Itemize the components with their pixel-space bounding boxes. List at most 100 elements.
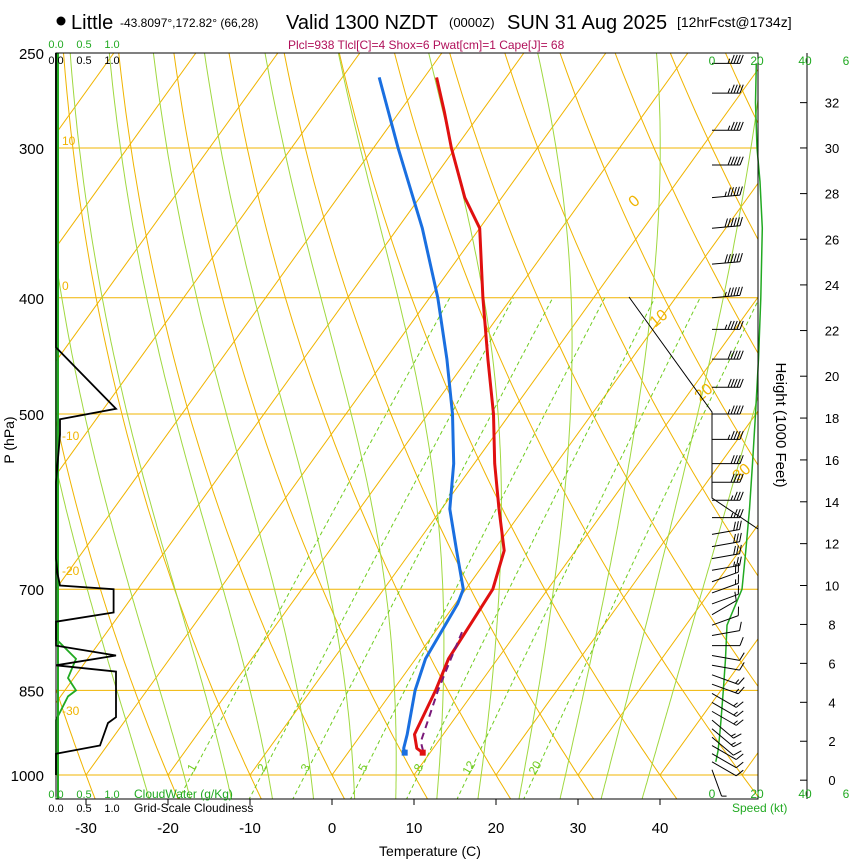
cloudiness-bottom-tick: 1.0 <box>104 803 119 815</box>
cloudiness-top-tick: 1.0 <box>104 55 119 67</box>
wind-barb <box>712 350 744 360</box>
wind-barb-half <box>727 409 731 415</box>
wind-barb <box>712 156 744 166</box>
x-axis-title: Temperature (C) <box>379 843 481 859</box>
wind-barb-flag <box>736 473 741 483</box>
wind-barb <box>711 606 740 626</box>
wind-barb-flag <box>730 455 735 464</box>
wind-barb-flag <box>724 254 728 264</box>
wind-barb-flag <box>739 652 745 661</box>
isotherm-line <box>167 53 689 776</box>
wind-barb <box>711 556 742 571</box>
wind-barb <box>712 430 744 440</box>
wind-barb-staff <box>711 655 740 661</box>
wind-barb-flag <box>733 545 736 555</box>
wind-barb-flag <box>727 218 731 227</box>
temperature-tick-label: -10 <box>239 820 261 837</box>
wind-barb-staff <box>711 736 734 756</box>
cloudiness-top-tick: 0.0 <box>48 55 63 67</box>
wind-barb-half <box>730 741 736 746</box>
parcel-line <box>419 631 463 752</box>
wind-barb-flag <box>739 473 744 483</box>
mixing-ratio-label: 20 <box>526 758 545 777</box>
wind-barb-flag <box>736 253 740 263</box>
wind-barb-flag <box>734 591 737 601</box>
wind-barb-flag <box>736 557 739 567</box>
height-tick-label: 10 <box>825 579 839 594</box>
station-dot-icon <box>56 16 66 26</box>
wind-barb-flag <box>736 491 741 501</box>
side-panels <box>55 53 764 799</box>
wind-barb-flag <box>727 287 731 297</box>
wind-barb-flag <box>727 378 732 388</box>
wind-barb-flag <box>736 508 741 518</box>
wind-barb <box>711 719 742 739</box>
height-tick-label: 6 <box>828 656 835 671</box>
height-tick-label: 0 <box>828 773 835 788</box>
wind-barb-flag <box>724 218 728 228</box>
surface-temperature-marker <box>419 749 426 756</box>
speed-top-tick: 6 <box>843 54 850 68</box>
isotherm-line <box>659 638 758 776</box>
y-axis-title: P (hPa) <box>1 416 17 463</box>
wind-barb-flag <box>733 121 738 131</box>
temperature-tick-label: 10 <box>406 820 423 837</box>
speed-top-tick: 20 <box>750 54 764 68</box>
axis-titles: Temperature (C) P (hPa) Height (1000 Fee… <box>1 362 789 859</box>
wind-barb <box>711 662 745 671</box>
pressure-tick-label: 300 <box>19 141 44 158</box>
wind-barb <box>711 736 742 756</box>
speed-top-tick: 0 <box>709 54 716 68</box>
pressure-tick-label: 700 <box>19 582 44 599</box>
mixing-ratio-line <box>456 297 701 799</box>
cloudwater-curve <box>55 53 78 775</box>
wind-barb-flag <box>739 286 743 296</box>
wind-barb <box>711 544 742 560</box>
wind-barb-flag <box>733 350 738 360</box>
wind-barb-flag <box>730 430 735 440</box>
wind-barb <box>711 591 737 616</box>
wind-barb <box>712 378 744 388</box>
wind-barb <box>712 491 744 501</box>
wind-barb-flag <box>736 545 739 555</box>
wind-barb-staff <box>711 541 740 548</box>
mixing-ratio-label: 12 <box>459 758 478 777</box>
wind-barb <box>711 710 744 726</box>
wind-barb <box>712 455 744 465</box>
wind-barb <box>711 683 745 695</box>
wind-barb-flag <box>739 405 744 415</box>
dry-adiabat-label: -20 <box>62 564 80 578</box>
wind-barb-staff <box>711 710 737 726</box>
wind-barb-half <box>735 679 740 684</box>
wind-barb-half <box>730 512 734 518</box>
speed-bottom-tick: 20 <box>750 787 764 801</box>
sounding-profiles <box>377 77 506 756</box>
wind-barb-half <box>724 291 727 297</box>
wind-barb <box>711 186 743 199</box>
wind-barb-staff <box>711 615 739 626</box>
cloudiness-curve <box>55 53 118 775</box>
wind-barb-staff <box>711 261 740 265</box>
wind-barb-flag <box>736 84 741 94</box>
cloudiness-bottom-tick: 0.5 <box>76 803 91 815</box>
dewpoint-line <box>377 77 465 754</box>
moist-adiabat-line <box>600 95 758 799</box>
pressure-tick-label: 250 <box>19 46 44 63</box>
cloudwater-legend: CloudWater (g/Kg) <box>134 787 233 801</box>
wind-barb-flag <box>739 54 744 64</box>
wind-barb-flag <box>736 186 740 196</box>
station-name: Little <box>71 12 113 34</box>
wind-barb-flag <box>735 769 744 777</box>
temperature-tick-label: -20 <box>157 820 179 837</box>
axes: 0246810121416182022242628303225030040050… <box>11 39 850 837</box>
wind-barb-flag <box>739 320 744 330</box>
wind-barb-flag <box>730 156 735 166</box>
wind-barb <box>711 585 740 605</box>
wind-barb <box>712 121 744 131</box>
plot-frame <box>55 52 759 800</box>
height-axis-title: Height (1000 Feet) <box>772 362 789 487</box>
wind-barb-flag <box>739 186 743 196</box>
wind-barb-flag <box>739 508 744 518</box>
wind-barb <box>711 702 744 717</box>
